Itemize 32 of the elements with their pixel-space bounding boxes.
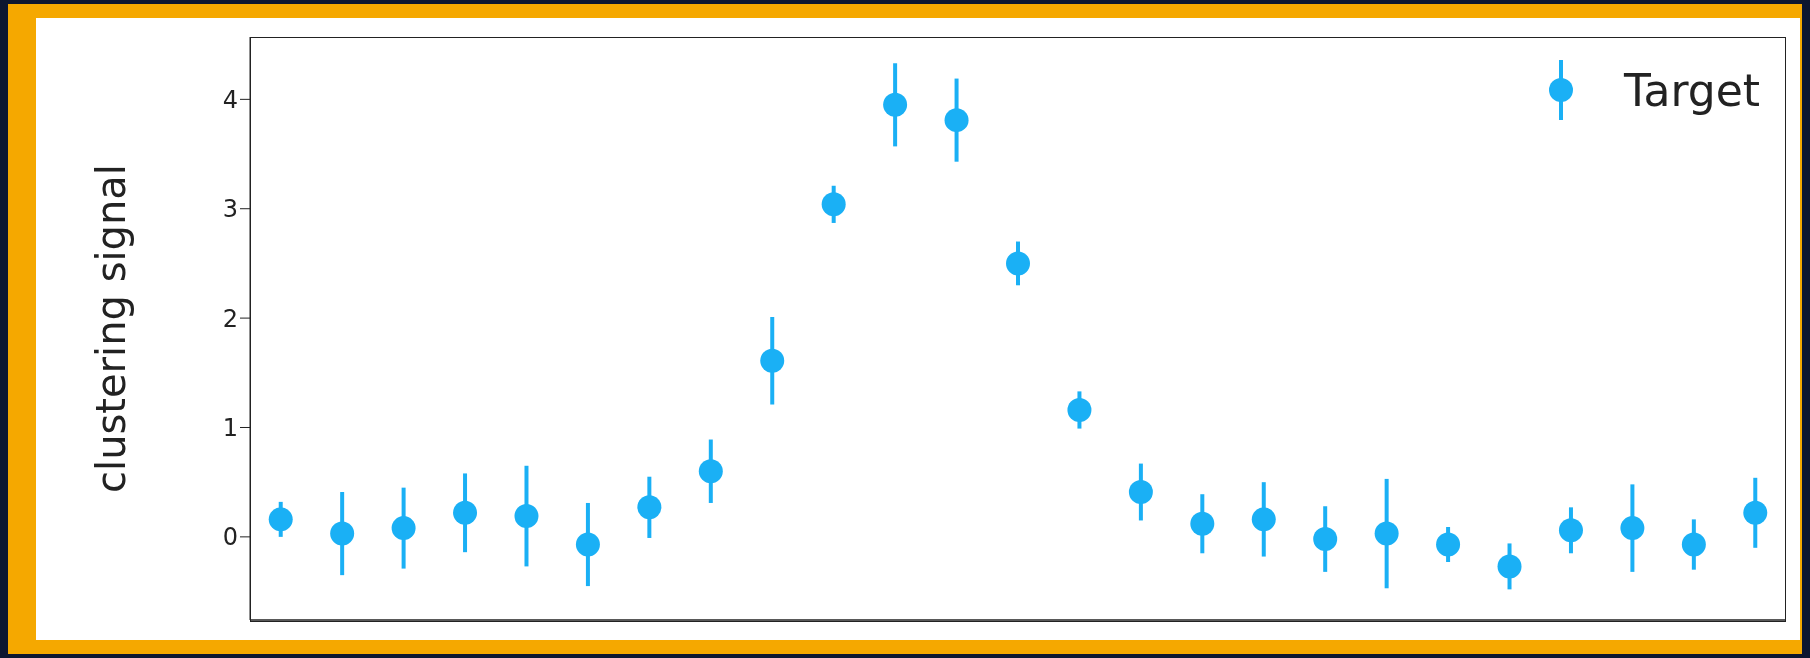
point — [514, 504, 539, 529]
point — [1620, 516, 1645, 541]
point — [1251, 507, 1276, 532]
point — [1006, 251, 1030, 276]
point — [330, 521, 355, 546]
point — [1558, 518, 1583, 543]
point — [1436, 532, 1461, 557]
y-tick-label: 2 — [222, 304, 238, 333]
point — [575, 532, 600, 557]
point — [453, 500, 478, 525]
point — [760, 348, 785, 373]
y-tick-label: 1 — [222, 414, 238, 443]
point — [391, 516, 416, 541]
point — [1497, 554, 1522, 579]
y-tick-label: 3 — [222, 195, 238, 224]
point — [1128, 480, 1153, 505]
y-axis-title: clustering signal — [88, 164, 135, 493]
point — [821, 192, 846, 217]
point — [1067, 397, 1092, 422]
point — [1374, 521, 1399, 546]
point — [637, 495, 662, 520]
point — [1743, 500, 1768, 525]
point — [268, 507, 293, 532]
point — [1190, 511, 1215, 536]
point — [698, 459, 723, 484]
point — [1681, 532, 1706, 557]
y-tick-label: 4 — [222, 85, 238, 114]
y-tick-label: 0 — [222, 523, 238, 552]
point — [1313, 527, 1338, 552]
point — [883, 92, 908, 117]
legend-label: Target — [1623, 64, 1760, 116]
point — [944, 108, 969, 133]
